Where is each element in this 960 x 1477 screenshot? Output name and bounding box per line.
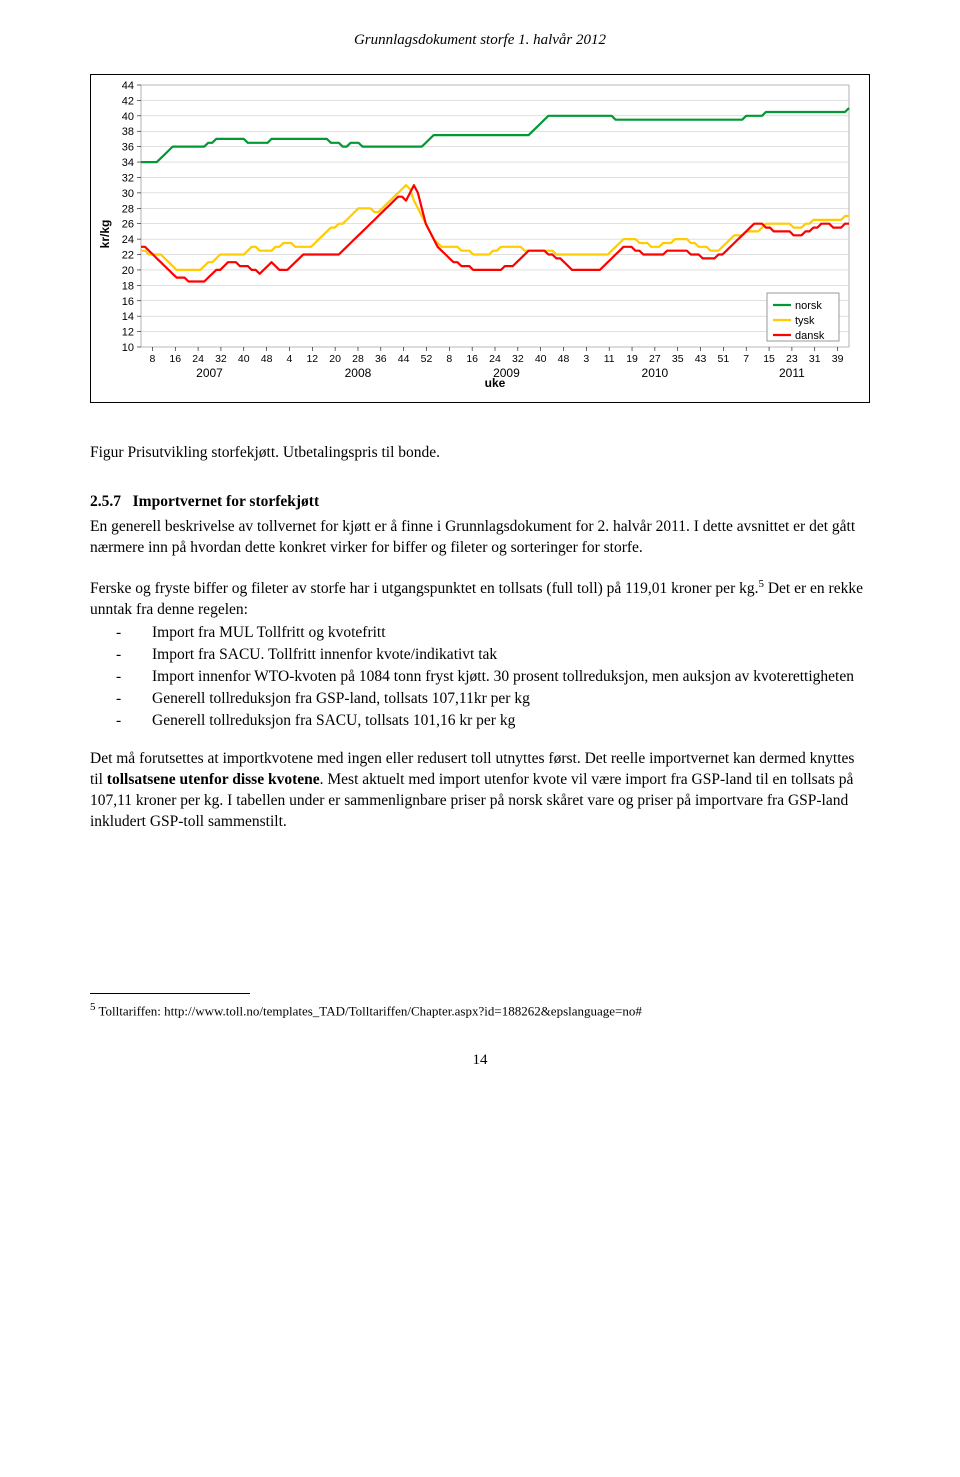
svg-text:24: 24 xyxy=(489,353,501,365)
section-heading: 2.5.7 Importvernet for storfekjøtt xyxy=(90,492,870,513)
svg-text:39: 39 xyxy=(832,353,844,365)
svg-text:7: 7 xyxy=(743,353,749,365)
price-chart: 101214161820222426283032343638404244kr/k… xyxy=(90,74,870,403)
svg-text:16: 16 xyxy=(169,353,181,365)
svg-text:40: 40 xyxy=(122,111,134,123)
svg-text:tysk: tysk xyxy=(795,315,815,327)
svg-text:34: 34 xyxy=(122,157,134,169)
list-item: Generell tollreduksjon fra GSP-land, tol… xyxy=(134,689,870,710)
svg-text:52: 52 xyxy=(421,353,433,365)
svg-text:20: 20 xyxy=(329,353,341,365)
svg-text:38: 38 xyxy=(122,126,134,138)
svg-text:16: 16 xyxy=(466,353,478,365)
svg-text:12: 12 xyxy=(306,353,318,365)
list-item: Generell tollreduksjon fra SACU, tollsat… xyxy=(134,711,870,732)
svg-text:uke: uke xyxy=(485,376,506,389)
doc-title: Grunnlagsdokument storfe 1. halvår 2012 xyxy=(354,32,606,48)
paragraph-2: Ferske og fryste biffer og fileter av st… xyxy=(90,577,870,621)
svg-text:28: 28 xyxy=(122,204,134,216)
footnote: 5 Tolltariffen: http://www.toll.no/templ… xyxy=(90,1000,870,1020)
svg-text:40: 40 xyxy=(238,353,250,365)
svg-text:24: 24 xyxy=(192,353,204,365)
page-number: 14 xyxy=(90,1050,870,1070)
p3-bold: tollsatsene utenfor disse kvotene xyxy=(107,771,320,788)
svg-text:8: 8 xyxy=(149,353,155,365)
svg-text:2011: 2011 xyxy=(779,366,805,380)
document-header: Grunnlagsdokument storfe 1. halvår 2012 xyxy=(90,30,870,50)
paragraph-1: En generell beskrivelse av tollvernet fo… xyxy=(90,517,870,559)
svg-text:19: 19 xyxy=(626,353,638,365)
svg-text:11: 11 xyxy=(604,353,615,365)
section-number: 2.5.7 xyxy=(90,493,121,510)
svg-text:dansk: dansk xyxy=(795,330,825,342)
svg-text:24: 24 xyxy=(122,234,134,246)
list-item: Import fra SACU. Tollfritt innenfor kvot… xyxy=(134,645,870,666)
paragraph-3: Det må forutsettes at importkvotene med … xyxy=(90,749,870,833)
svg-text:2010: 2010 xyxy=(642,366,669,380)
svg-text:44: 44 xyxy=(398,353,410,365)
svg-text:36: 36 xyxy=(375,353,387,365)
svg-text:32: 32 xyxy=(122,173,134,185)
svg-text:42: 42 xyxy=(122,96,134,108)
svg-text:35: 35 xyxy=(672,353,684,365)
svg-text:32: 32 xyxy=(215,353,227,365)
svg-text:14: 14 xyxy=(122,311,134,323)
svg-text:norsk: norsk xyxy=(795,300,822,312)
svg-text:8: 8 xyxy=(446,353,452,365)
svg-text:32: 32 xyxy=(512,353,524,365)
svg-text:10: 10 xyxy=(122,342,134,354)
svg-text:28: 28 xyxy=(352,353,364,365)
svg-text:31: 31 xyxy=(809,353,821,365)
svg-text:20: 20 xyxy=(122,265,134,277)
svg-text:kr/kg: kr/kg xyxy=(98,220,112,249)
exception-list: Import fra MUL Tollfritt og kvotefritt I… xyxy=(90,623,870,732)
svg-text:40: 40 xyxy=(535,353,547,365)
svg-text:44: 44 xyxy=(122,80,134,92)
list-item: Import innenfor WTO-kvoten på 1084 tonn … xyxy=(134,667,870,688)
svg-text:22: 22 xyxy=(122,250,134,262)
svg-text:18: 18 xyxy=(122,281,134,293)
footnote-rule xyxy=(90,993,250,994)
svg-text:2007: 2007 xyxy=(196,366,223,380)
svg-text:2008: 2008 xyxy=(345,366,372,380)
svg-text:23: 23 xyxy=(786,353,798,365)
svg-text:27: 27 xyxy=(649,353,661,365)
svg-text:16: 16 xyxy=(122,296,134,308)
chart-svg: 101214161820222426283032343638404244kr/k… xyxy=(97,79,857,389)
svg-text:43: 43 xyxy=(695,353,707,365)
section-title: Importvernet for storfekjøtt xyxy=(133,493,320,510)
list-item: Import fra MUL Tollfritt og kvotefritt xyxy=(134,623,870,644)
svg-text:4: 4 xyxy=(287,353,293,365)
svg-text:51: 51 xyxy=(718,353,730,365)
svg-text:12: 12 xyxy=(122,327,134,339)
p2-part-a: Ferske og fryste biffer og fileter av st… xyxy=(90,580,758,597)
footnote-text: Tolltariffen: http://www.toll.no/templat… xyxy=(96,1003,642,1018)
svg-text:30: 30 xyxy=(122,188,134,200)
svg-text:36: 36 xyxy=(122,142,134,154)
svg-text:15: 15 xyxy=(763,353,775,365)
svg-text:3: 3 xyxy=(583,353,589,365)
svg-text:48: 48 xyxy=(558,353,570,365)
svg-text:48: 48 xyxy=(261,353,273,365)
figure-caption: Figur Prisutvikling storfekjøtt. Utbetal… xyxy=(90,443,870,464)
svg-text:26: 26 xyxy=(122,219,134,231)
